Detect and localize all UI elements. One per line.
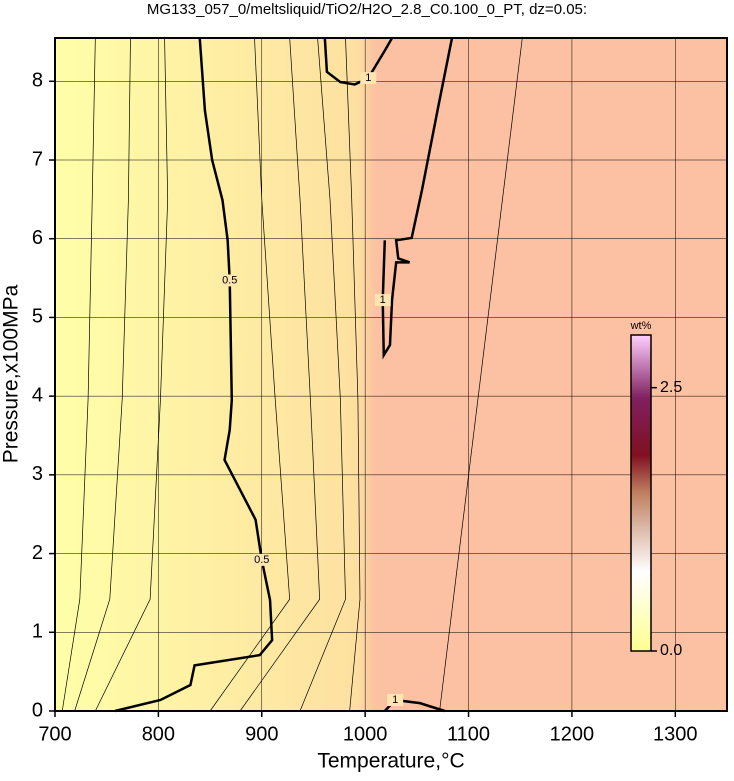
contour-line: [239, 37, 321, 712]
x-axis-label: Temperature,°C: [317, 750, 464, 773]
contour-line: [114, 37, 274, 713]
y-tick-label: 4: [32, 384, 43, 406]
contour-label: 1: [380, 294, 386, 306]
x-tick-label: 700: [38, 723, 71, 745]
contour-line: [323, 37, 394, 86]
y-tick-label: 1: [32, 621, 43, 643]
y-tick-label: 5: [32, 306, 43, 328]
contour-line: [439, 37, 523, 712]
x-tick-label: 1200: [550, 723, 595, 745]
x-tick-label: 1300: [653, 723, 698, 745]
contour-label-bg: [360, 72, 377, 85]
contour-line: [74, 37, 131, 712]
contour-label-bg: [221, 274, 238, 287]
x-tick-label: 800: [142, 723, 175, 745]
contour-line: [209, 37, 291, 712]
x-tick-label: 1000: [343, 723, 388, 745]
contour-label: 1: [392, 694, 398, 706]
y-tick-label: 2: [32, 542, 43, 564]
contour-label-bg: [253, 553, 270, 566]
contour-line: [95, 37, 169, 712]
y-tick-label: 6: [32, 227, 43, 249]
contour-line: [299, 37, 346, 712]
y-tick-label: 0: [32, 699, 43, 721]
contour-label: 1: [365, 72, 371, 84]
contour-label: 0.5: [254, 554, 269, 566]
chart-title: MG133_057_0/meltsliquid/TiO2/H2O_2.8_C0.…: [147, 1, 587, 18]
x-tick-label: 900: [245, 723, 278, 745]
colorbar-tick-label: 0.0: [660, 642, 682, 659]
colorbar-tick-label: 2.5: [660, 379, 682, 396]
y-tick-label: 7: [32, 148, 43, 170]
plot-frame: [54, 37, 728, 712]
colorbar: [630, 334, 652, 652]
contour-line: [345, 37, 361, 712]
y-axis-label: Pressure,x100MPa: [0, 284, 23, 463]
y-tick-label: 3: [32, 463, 43, 485]
x-tick-label: 1100: [447, 723, 490, 745]
contour-label-bg: [387, 693, 404, 706]
contour-line: [61, 37, 96, 712]
contour-label: 0.5: [222, 274, 237, 286]
contour-label-bg: [374, 294, 391, 307]
contour-line: [381, 37, 454, 360]
plot-background: [55, 38, 727, 711]
y-tick-label: 8: [32, 70, 43, 92]
colorbar-label: wt%: [630, 320, 652, 332]
